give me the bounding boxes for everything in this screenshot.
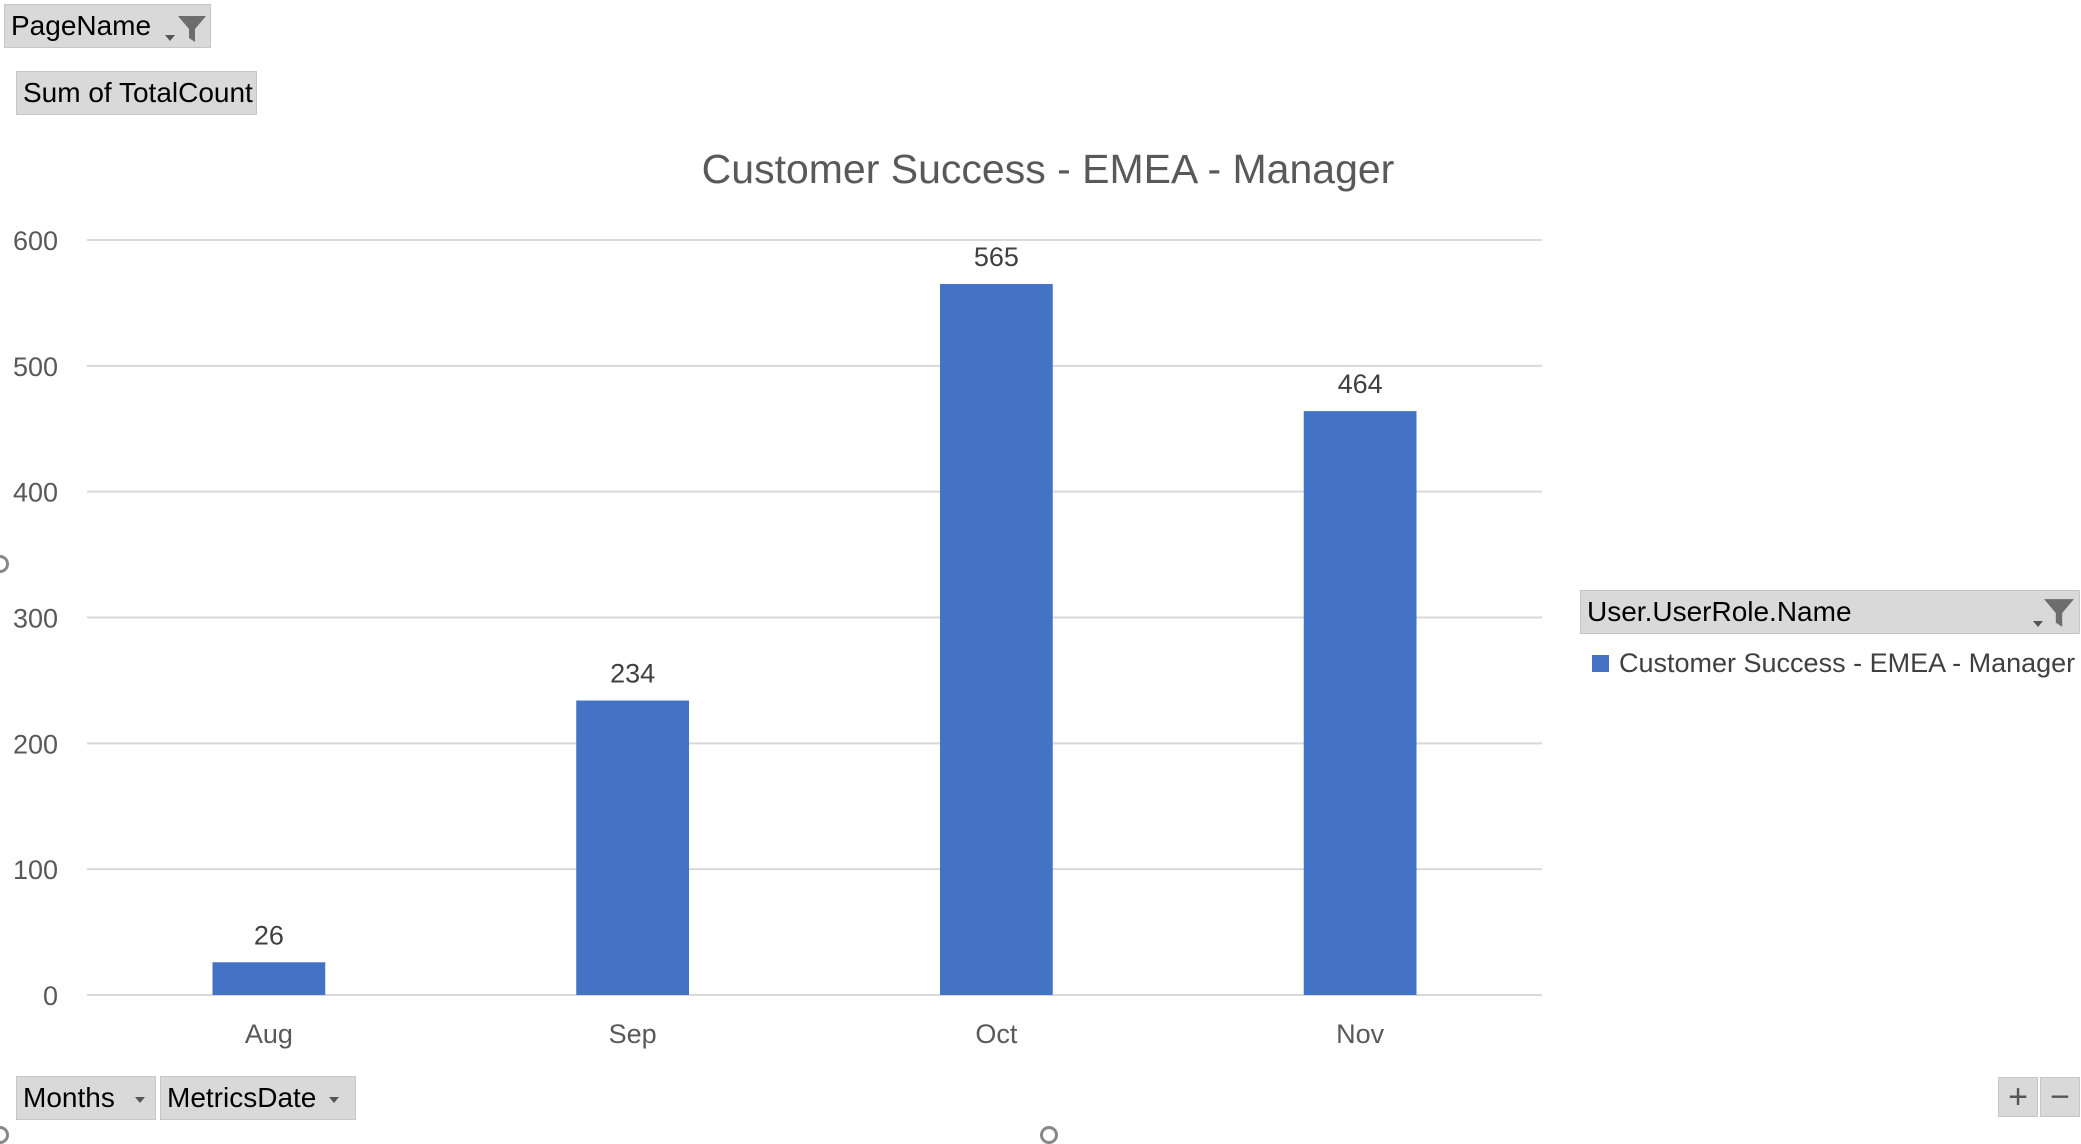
resize-handle[interactable] [1040, 1126, 1058, 1144]
axis-field-metricsdate-button[interactable]: MetricsDate [160, 1076, 356, 1120]
y-tick-label: 100 [13, 855, 58, 885]
chevron-down-icon [2033, 621, 2043, 627]
axis-field-months-button[interactable]: Months [16, 1076, 156, 1120]
y-tick-label: 400 [13, 478, 58, 508]
bar-chart: 0 100 200 300 400 500 600 26 Aug 234 Sep 565 Oct 464 N… [13, 146, 1542, 1049]
x-tick-label: Sep [609, 1019, 657, 1049]
funnel-icon [2044, 599, 2074, 627]
funnel-icon [178, 16, 206, 42]
expand-field-button[interactable]: + [1998, 1077, 2038, 1117]
legend-item: Customer Success - EMEA - Manager [1592, 648, 2075, 679]
page-filter-button[interactable]: PageName [4, 4, 211, 48]
bar[interactable] [939, 284, 1053, 996]
bar[interactable] [212, 962, 326, 995]
chevron-down-icon [165, 35, 175, 41]
x-tick-label: Nov [1336, 1019, 1385, 1049]
chevron-down-icon [329, 1097, 339, 1103]
value-field-label: Sum of TotalCount [23, 77, 253, 108]
legend-filter-label: User.UserRole.Name [1587, 596, 1852, 627]
legend-swatch [1592, 655, 1609, 672]
axis-field-months-label: Months [23, 1082, 115, 1113]
x-tick-label: Aug [245, 1019, 293, 1049]
page-filter-label: PageName [11, 10, 152, 41]
chart-title: Customer Success - EMEA - Manager [702, 146, 1395, 192]
legend-filter-button[interactable]: User.UserRole.Name [1580, 590, 2080, 634]
y-tick-label: 200 [13, 729, 58, 759]
y-tick-label: 600 [13, 226, 58, 256]
y-tick-label: 0 [43, 981, 58, 1011]
resize-handle[interactable] [0, 555, 9, 573]
data-label: 565 [974, 242, 1019, 272]
data-label: 234 [610, 659, 655, 689]
y-tick-label: 300 [13, 604, 58, 634]
axis-field-metricsdate-label: MetricsDate [167, 1082, 317, 1113]
bar[interactable] [1303, 411, 1417, 996]
legend-label: Customer Success - EMEA - Manager [1619, 648, 2076, 678]
bar[interactable] [576, 700, 690, 995]
x-tick-label: Oct [975, 1019, 1018, 1049]
value-field-button[interactable]: Sum of TotalCount [16, 71, 257, 115]
data-label: 26 [254, 920, 284, 950]
chevron-down-icon [135, 1097, 145, 1103]
y-tick-label: 500 [13, 352, 58, 382]
collapse-field-button[interactable]: − [2040, 1077, 2080, 1117]
data-label: 464 [1338, 369, 1383, 399]
